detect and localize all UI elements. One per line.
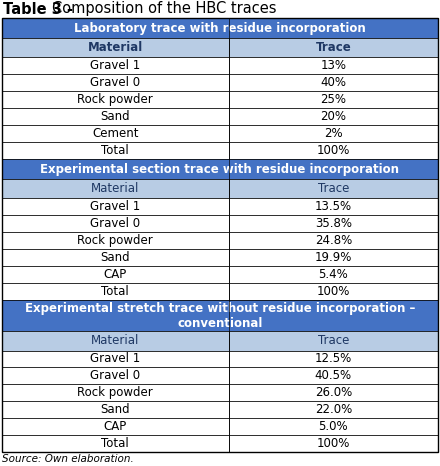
Text: 22.0%: 22.0% <box>315 403 352 416</box>
Text: Laboratory trace with residue incorporation: Laboratory trace with residue incorporat… <box>74 21 366 34</box>
Bar <box>229 435 438 452</box>
Bar <box>229 232 438 249</box>
Bar <box>2 283 229 300</box>
Text: Rock powder: Rock powder <box>77 386 153 399</box>
Text: Composition of the HBC traces: Composition of the HBC traces <box>52 1 276 16</box>
Text: Gravel 1: Gravel 1 <box>90 200 140 213</box>
Text: Gravel 0: Gravel 0 <box>90 217 140 230</box>
Bar <box>229 125 438 142</box>
Text: 35.8%: 35.8% <box>315 217 352 230</box>
Bar <box>2 232 229 249</box>
Text: CAP: CAP <box>104 420 127 433</box>
Text: Gravel 0: Gravel 0 <box>90 76 140 89</box>
Bar <box>229 350 438 368</box>
Bar <box>2 142 229 159</box>
Bar <box>229 179 438 199</box>
Bar <box>2 401 229 418</box>
Text: Gravel 0: Gravel 0 <box>90 370 140 383</box>
Bar <box>2 300 438 331</box>
Bar <box>2 331 229 350</box>
Text: Sand: Sand <box>101 403 130 416</box>
Text: 100%: 100% <box>317 437 350 450</box>
Bar <box>229 283 438 300</box>
Bar <box>2 215 229 232</box>
Text: Rock powder: Rock powder <box>77 93 153 106</box>
Text: 19.9%: 19.9% <box>315 251 352 264</box>
Bar <box>2 57 229 75</box>
Bar <box>229 38 438 57</box>
Bar <box>229 142 438 159</box>
Text: 25%: 25% <box>320 93 346 106</box>
Text: Total: Total <box>102 285 129 298</box>
Text: Sand: Sand <box>101 110 130 123</box>
Text: 5.0%: 5.0% <box>319 420 348 433</box>
Text: Table 3 -: Table 3 - <box>3 1 78 16</box>
Bar <box>229 199 438 215</box>
Bar <box>2 435 229 452</box>
Bar <box>2 108 229 125</box>
Text: 13.5%: 13.5% <box>315 200 352 213</box>
Bar <box>2 266 229 283</box>
Text: Cement: Cement <box>92 127 139 140</box>
Text: Total: Total <box>102 437 129 450</box>
Text: Gravel 1: Gravel 1 <box>90 352 140 365</box>
Bar <box>2 384 229 401</box>
Text: Experimental section trace with residue incorporation: Experimental section trace with residue … <box>40 163 400 176</box>
Bar <box>2 159 438 179</box>
Text: 24.8%: 24.8% <box>315 234 352 247</box>
Bar <box>2 91 229 108</box>
Bar <box>229 215 438 232</box>
Bar <box>229 266 438 283</box>
Bar <box>229 249 438 266</box>
Text: Material: Material <box>88 41 143 55</box>
Text: 2%: 2% <box>324 127 343 140</box>
Bar <box>2 199 229 215</box>
Bar <box>229 75 438 91</box>
Bar <box>229 401 438 418</box>
Bar <box>229 368 438 384</box>
Text: 40%: 40% <box>320 76 346 89</box>
Bar <box>2 418 229 435</box>
Text: 12.5%: 12.5% <box>315 352 352 365</box>
Bar <box>229 384 438 401</box>
Text: 13%: 13% <box>320 59 346 72</box>
Text: Trace: Trace <box>318 182 349 195</box>
Text: Material: Material <box>91 182 139 195</box>
Text: Trace: Trace <box>315 41 351 55</box>
Bar <box>2 18 438 38</box>
Bar <box>2 249 229 266</box>
Text: 100%: 100% <box>317 285 350 298</box>
Bar <box>2 125 229 142</box>
Bar <box>229 331 438 350</box>
Text: Sand: Sand <box>101 251 130 264</box>
Bar <box>229 91 438 108</box>
Text: Trace: Trace <box>318 335 349 348</box>
Text: 26.0%: 26.0% <box>315 386 352 399</box>
Text: Total: Total <box>102 144 129 157</box>
Text: Material: Material <box>91 335 139 348</box>
Bar <box>2 179 229 199</box>
Text: 40.5%: 40.5% <box>315 370 352 383</box>
Text: CAP: CAP <box>104 268 127 281</box>
Bar <box>229 108 438 125</box>
Bar <box>2 368 229 384</box>
Text: Rock powder: Rock powder <box>77 234 153 247</box>
Text: Experimental stretch trace without residue incorporation –
conventional: Experimental stretch trace without resid… <box>25 302 415 329</box>
Text: 5.4%: 5.4% <box>319 268 348 281</box>
Bar <box>2 350 229 368</box>
Text: 100%: 100% <box>317 144 350 157</box>
Bar <box>229 418 438 435</box>
Bar <box>2 75 229 91</box>
Bar <box>2 38 229 57</box>
Text: Source: Own elaboration.: Source: Own elaboration. <box>2 454 134 464</box>
Bar <box>229 57 438 75</box>
Text: 20%: 20% <box>320 110 346 123</box>
Text: Gravel 1: Gravel 1 <box>90 59 140 72</box>
